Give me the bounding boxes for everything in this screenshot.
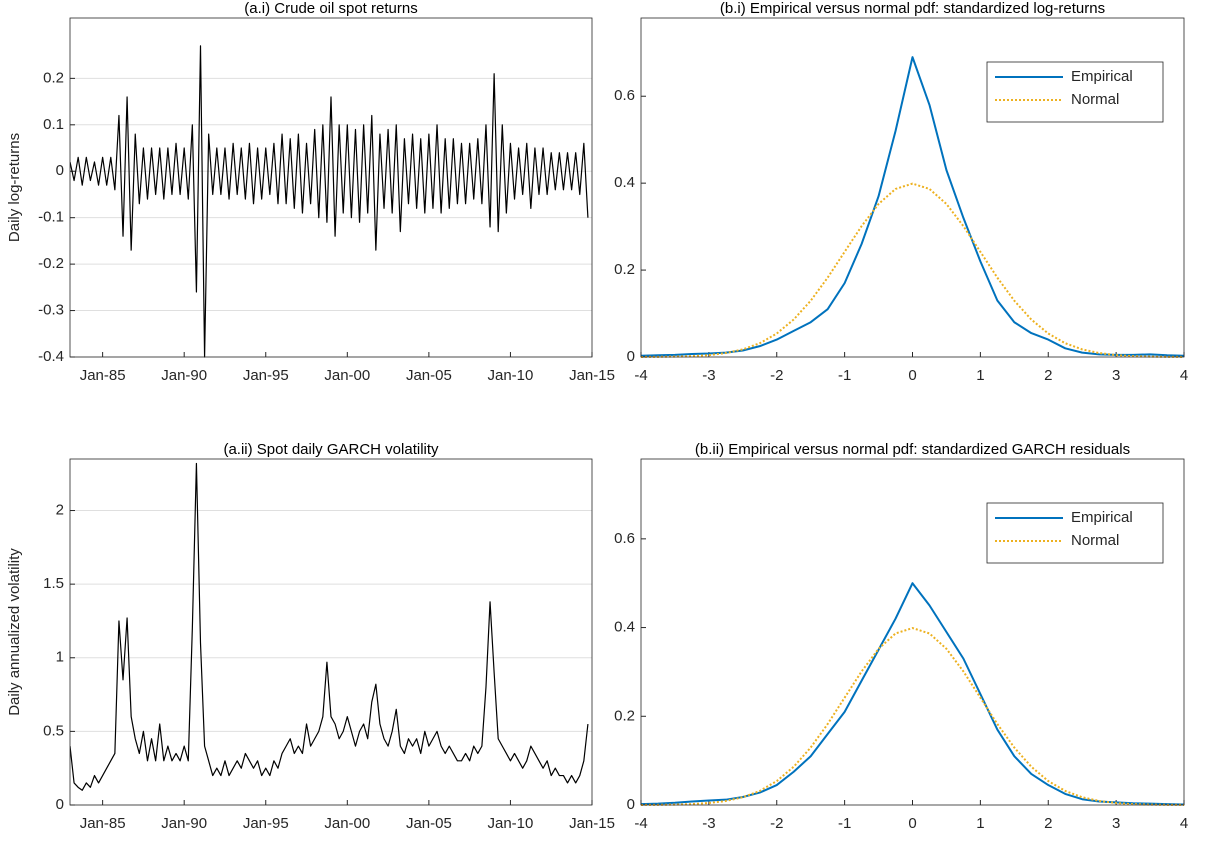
x-tick-label: Jan-95: [243, 815, 289, 832]
x-tick-label: 2: [1044, 367, 1052, 384]
data-line: [641, 56, 1184, 357]
x-tick-label: -4: [634, 367, 647, 384]
y-tick-label: 0.2: [614, 707, 635, 724]
x-tick-label: 3: [1112, 815, 1120, 832]
y-tick-label: 0.2: [43, 69, 64, 86]
y-tick-label: 0.4: [614, 174, 635, 191]
x-tick-label: 1: [976, 815, 984, 832]
axes-box: [640, 458, 1185, 806]
plot-lines: [641, 56, 1184, 358]
axes-box: [640, 17, 1185, 358]
y-tick-label: -0.2: [38, 255, 64, 272]
x-tick-label: 0: [908, 815, 916, 832]
chart-title: (b.ii) Empirical versus normal pdf: stan…: [695, 441, 1130, 458]
y-axis-label: Daily log-returns: [6, 133, 23, 242]
chart-title: (b.i) Empirical versus normal pdf: stand…: [720, 0, 1105, 17]
x-tick-label: -3: [702, 815, 715, 832]
y-axis-label: Daily annualized volatility: [6, 548, 23, 716]
x-tick-label: 2: [1044, 815, 1052, 832]
legend-label: Empirical: [1071, 68, 1133, 85]
x-tick-label: Jan-90: [161, 367, 207, 384]
plot-lines: [70, 462, 589, 791]
data-line: [641, 582, 1184, 806]
x-tick-label: Jan-90: [161, 815, 207, 832]
x-tick-label: Jan-85: [80, 815, 126, 832]
y-tick-label: -0.3: [38, 302, 64, 319]
data-line: [70, 45, 589, 358]
x-tick-label: Jan-85: [80, 367, 126, 384]
plot-lines: [641, 582, 1184, 806]
data-line: [641, 627, 1184, 806]
data-line: [70, 462, 589, 791]
x-tick-label: 1: [976, 367, 984, 384]
x-tick-label: 0: [908, 367, 916, 384]
y-tick-label: 0.1: [43, 116, 64, 133]
axes-box: [69, 17, 593, 358]
x-tick-label: 3: [1112, 367, 1120, 384]
x-tick-label: Jan-00: [324, 367, 370, 384]
chart-title: (a.ii) Spot daily GARCH volatility: [223, 441, 439, 458]
x-tick-label: 4: [1180, 815, 1188, 832]
x-tick-label: -1: [838, 367, 851, 384]
y-tick-label: 0.4: [614, 619, 635, 636]
x-tick-label: -4: [634, 815, 647, 832]
x-tick-label: Jan-15: [569, 367, 615, 384]
axes-box: [69, 458, 593, 806]
x-tick-label: 4: [1180, 367, 1188, 384]
legend-box: [986, 61, 1164, 123]
plot-lines: [70, 45, 589, 358]
x-tick-label: Jan-10: [488, 367, 534, 384]
y-tick-label: 1: [56, 649, 64, 666]
chart-title: (a.i) Crude oil spot returns: [244, 0, 417, 17]
y-tick-label: 1.5: [43, 575, 64, 592]
y-tick-label: 2: [56, 502, 64, 519]
legend-label: Empirical: [1071, 509, 1133, 526]
x-tick-label: Jan-95: [243, 367, 289, 384]
x-tick-label: Jan-15: [569, 815, 615, 832]
y-tick-label: -0.1: [38, 209, 64, 226]
y-tick-label: -0.4: [38, 348, 64, 365]
legend-label: Normal: [1071, 532, 1119, 549]
data-line: [641, 182, 1184, 358]
y-tick-label: 0.6: [614, 530, 635, 547]
y-tick-label: 0.2: [614, 261, 635, 278]
y-tick-label: 0.6: [614, 87, 635, 104]
x-tick-label: Jan-05: [406, 367, 452, 384]
y-tick-label: 0.5: [43, 722, 64, 739]
y-tick-label: 0: [56, 162, 64, 179]
x-tick-label: -2: [770, 815, 783, 832]
x-tick-label: -3: [702, 367, 715, 384]
x-tick-label: Jan-10: [488, 815, 534, 832]
legend-box: [986, 502, 1164, 564]
x-tick-label: Jan-05: [406, 815, 452, 832]
y-tick-label: 0: [627, 796, 635, 813]
x-tick-label: Jan-00: [324, 815, 370, 832]
x-tick-label: -2: [770, 367, 783, 384]
x-tick-label: -1: [838, 815, 851, 832]
legend-label: Normal: [1071, 91, 1119, 108]
y-tick-label: 0: [56, 796, 64, 813]
y-tick-label: 0: [627, 348, 635, 365]
